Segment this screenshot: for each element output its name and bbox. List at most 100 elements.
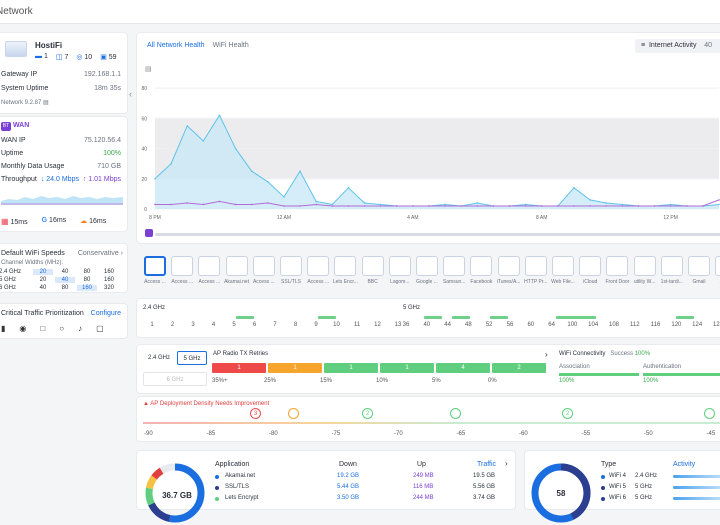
- density-marker[interactable]: 2: [362, 408, 373, 419]
- wifi-type-dot: [601, 475, 605, 479]
- app-name[interactable]: Akamai.net: [225, 473, 256, 479]
- wifi-speeds-card[interactable]: Default WiFi Speeds Conservative › Chann…: [0, 243, 128, 293]
- health-chart-card[interactable]: All Network Health WiFi Health ≡ Interne…: [129, 32, 720, 244]
- client-tile[interactable]: [552, 256, 574, 276]
- tab-all-network-health[interactable]: All Network Health: [147, 42, 205, 49]
- ap-icon: ▬: [35, 53, 42, 60]
- chevron-right-icon[interactable]: ›: [545, 350, 548, 359]
- app-down: 5.44 GB: [337, 484, 360, 490]
- tab-wifi-health[interactable]: WiFi Health: [212, 42, 249, 49]
- retry-segment[interactable]: 1: [268, 363, 322, 373]
- client-tile[interactable]: [660, 256, 683, 276]
- device-card[interactable]: HostiFi ▬ 1 ◫ 7 ◎ 10 ▣ 59 Gateway IP 192…: [0, 32, 128, 114]
- client-tile[interactable]: [225, 256, 248, 276]
- client-label: Access ...: [171, 279, 194, 285]
- client-tile[interactable]: [252, 256, 275, 276]
- data-point: [621, 203, 624, 206]
- retry-segment[interactable]: 1: [212, 363, 266, 373]
- wifi-types-header-activity[interactable]: Activity: [673, 461, 696, 468]
- latency-windows: ▦ 15ms: [1, 217, 28, 226]
- band-tab-5[interactable]: 5 GHz: [177, 351, 207, 365]
- wifi-types-card[interactable]: 58 Type Activity WiFi 4 2.4 GHz WiFi 5 5 GH…: [524, 450, 720, 523]
- channel-width-option[interactable]: 40: [55, 277, 75, 283]
- density-marker[interactable]: 2: [562, 408, 573, 419]
- channel-width-option[interactable]: 80: [61, 285, 69, 291]
- client-label: Access ...: [198, 279, 221, 285]
- channel-width-option[interactable]: 40: [39, 285, 47, 291]
- client-tile[interactable]: [715, 256, 720, 276]
- throughput-down: ↓ 24.0 Mbps: [40, 176, 79, 183]
- channel-width-option[interactable]: 20: [33, 269, 53, 275]
- traffic-prio-card[interactable]: Critical Traffic Prioritization Configur…: [0, 303, 128, 339]
- changelog-icon[interactable]: ▤: [43, 100, 49, 106]
- client-tile[interactable]: [579, 256, 602, 276]
- channel-number: 52: [485, 322, 493, 328]
- collapse-left-icon[interactable]: ‹: [129, 89, 132, 99]
- channel-width-option[interactable]: 80: [83, 277, 91, 283]
- retry-segment[interactable]: 1: [380, 363, 434, 373]
- client-tile[interactable]: [443, 256, 466, 276]
- client-tile[interactable]: [388, 256, 411, 276]
- retry-segment[interactable]: 2: [492, 363, 546, 373]
- client-tile[interactable]: [470, 256, 493, 276]
- retry-label: 10%: [376, 378, 389, 384]
- density-tick: -90: [144, 431, 153, 437]
- client-tile[interactable]: [198, 256, 221, 276]
- client-tile[interactable]: [688, 256, 710, 276]
- retry-segment[interactable]: 4: [436, 363, 490, 373]
- latency-row: ▦ 15ms G 16ms ☁ 16ms: [1, 217, 106, 226]
- applications-card[interactable]: 36.7 GB Application Down Up Traffic › Ak…: [136, 450, 516, 523]
- wifi-type-band: 2.4 GHz: [635, 473, 658, 479]
- chart-type-icon[interactable]: ▤: [145, 66, 152, 73]
- band-tab-24[interactable]: 2.4 GHz: [147, 355, 170, 361]
- wan-card[interactable]: BT WAN WAN IP 75.120.56.4 Uptime 100% Mo…: [0, 116, 128, 232]
- density-marker[interactable]: [704, 408, 715, 419]
- data-point: [589, 205, 591, 207]
- client-label: SSL/TLS: [280, 279, 301, 285]
- app-color-dot: [215, 475, 219, 479]
- density-marker[interactable]: [450, 408, 461, 419]
- client-tile[interactable]: [497, 256, 520, 276]
- health-tabs: All Network Health WiFi Health: [147, 42, 249, 49]
- channel-width-option[interactable]: 40: [61, 269, 69, 275]
- channel-width-option[interactable]: 160: [77, 285, 97, 291]
- client-tile[interactable]: [361, 256, 384, 276]
- client-tile[interactable]: [334, 256, 357, 276]
- client-tile[interactable]: [416, 256, 438, 276]
- data-point: [653, 205, 656, 207]
- channel-width-option[interactable]: 160: [103, 269, 114, 275]
- music-icon: ♪: [78, 324, 83, 333]
- client-label: Access ...: [144, 279, 166, 285]
- activity-select[interactable]: ≡ Internet Activity 40: [635, 39, 720, 53]
- client-tile[interactable]: [171, 256, 194, 276]
- timeline-scrubber[interactable]: [155, 233, 720, 236]
- client-tile[interactable]: [307, 256, 330, 276]
- channel-width-option[interactable]: 320: [103, 285, 114, 291]
- scrubber-handle-icon[interactable]: [145, 229, 153, 237]
- wan-ip-row: WAN IP 75.120.56.4: [1, 137, 121, 144]
- chevron-right-icon[interactable]: ›: [505, 459, 508, 468]
- client-tile[interactable]: [280, 256, 302, 276]
- band-tab-6[interactable]: 6 GHz: [143, 372, 207, 386]
- app-traffic: 3.74 GB: [473, 495, 496, 501]
- channel-width-option[interactable]: 80: [83, 269, 91, 275]
- data-point: [218, 200, 221, 203]
- client-tile[interactable]: [606, 256, 629, 276]
- configure-link[interactable]: Configure: [90, 310, 121, 317]
- client-tile[interactable]: [524, 256, 547, 276]
- apps-header-traffic[interactable]: Traffic: [477, 461, 497, 468]
- phone-icon: □: [40, 324, 46, 333]
- density-marker[interactable]: 3: [250, 408, 261, 419]
- app-name[interactable]: Lets Encrypt: [225, 495, 259, 501]
- channel-width-option[interactable]: 160: [103, 277, 114, 283]
- density-card[interactable]: ▲ AP Deployment Density Needs Improvemen…: [136, 396, 720, 442]
- retry-segment[interactable]: 1: [324, 363, 378, 373]
- band-label: 6 GHz: [0, 285, 17, 291]
- data-point: [412, 205, 414, 207]
- channel-width-option[interactable]: 20: [39, 277, 47, 283]
- density-marker[interactable]: [288, 408, 299, 419]
- client-tile[interactable]: [633, 256, 656, 276]
- client-tile[interactable]: [144, 256, 166, 276]
- app-name[interactable]: SSL/TLS: [225, 484, 250, 490]
- wifi-speeds-mode[interactable]: Conservative ›: [77, 250, 123, 257]
